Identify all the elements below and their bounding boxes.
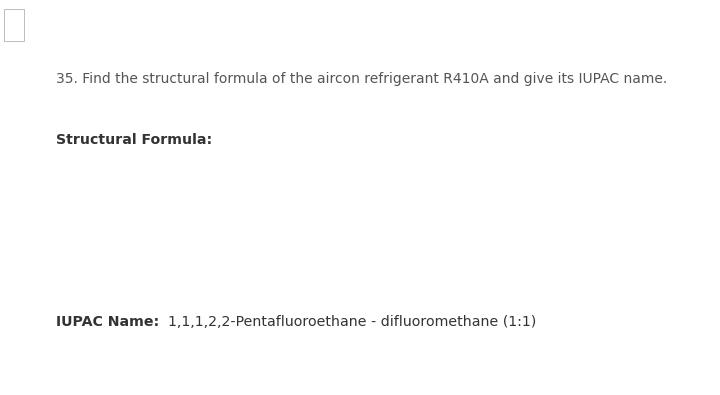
- Text: Structural Formula:: Structural Formula:: [56, 133, 212, 147]
- Bar: [4, 9, 24, 41]
- Text: 35. Find the structural formula of the aircon refrigerant R410A and give its IUP: 35. Find the structural formula of the a…: [56, 72, 667, 86]
- Text: IUPAC Name:: IUPAC Name:: [56, 315, 159, 329]
- Text: 1,1,1,2,2-Pentafluoroethane - difluoromethane (1:1): 1,1,1,2,2-Pentafluoroethane - difluorome…: [159, 315, 536, 329]
